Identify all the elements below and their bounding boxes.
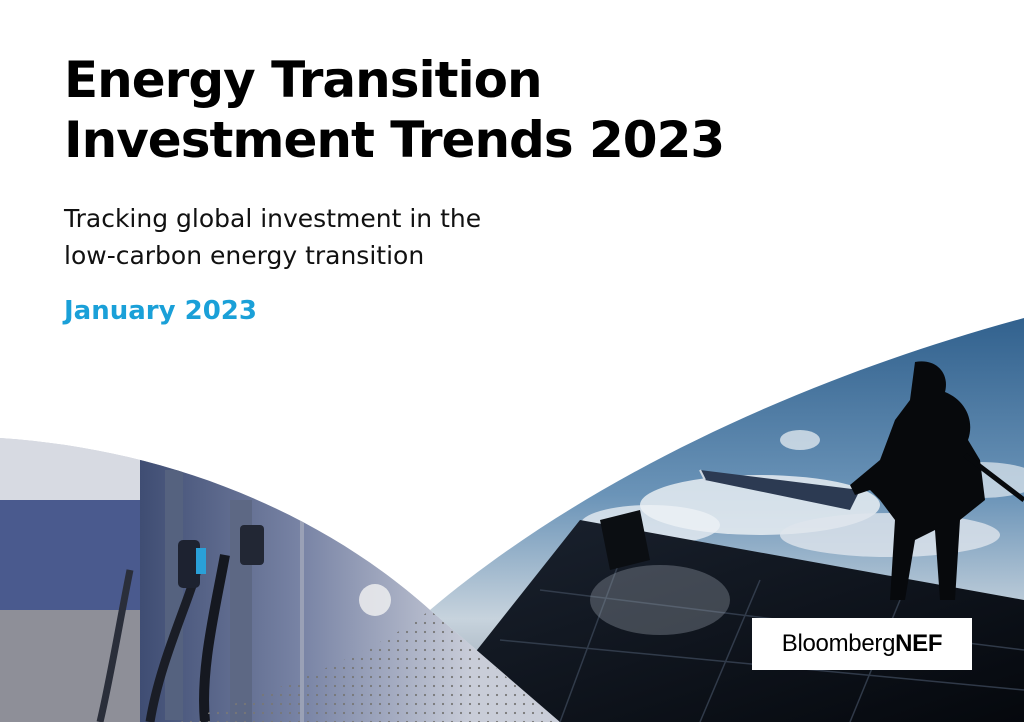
title-line-1: Energy Transition [64, 51, 543, 109]
logo-part-nef: NEF [895, 630, 943, 657]
title-line-2: Investment Trends 2023 [64, 111, 725, 169]
dot-pattern [180, 610, 560, 722]
report-title: Energy Transition Investment Trends 2023 [64, 50, 725, 170]
subtitle-line-1: Tracking global investment in the [64, 204, 482, 233]
report-subtitle: Tracking global investment in the low-ca… [64, 200, 481, 274]
logo-part-bloomberg: Bloomberg [781, 630, 896, 657]
subtitle-line-2: low-carbon energy transition [64, 241, 425, 270]
logo-wordmark: BloombergNEF [781, 630, 943, 658]
publication-date: January 2023 [64, 296, 257, 326]
bloombergnef-logo: BloombergNEF [752, 618, 972, 670]
